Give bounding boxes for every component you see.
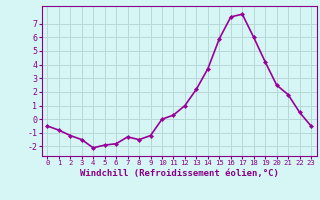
X-axis label: Windchill (Refroidissement éolien,°C): Windchill (Refroidissement éolien,°C) [80,169,279,178]
